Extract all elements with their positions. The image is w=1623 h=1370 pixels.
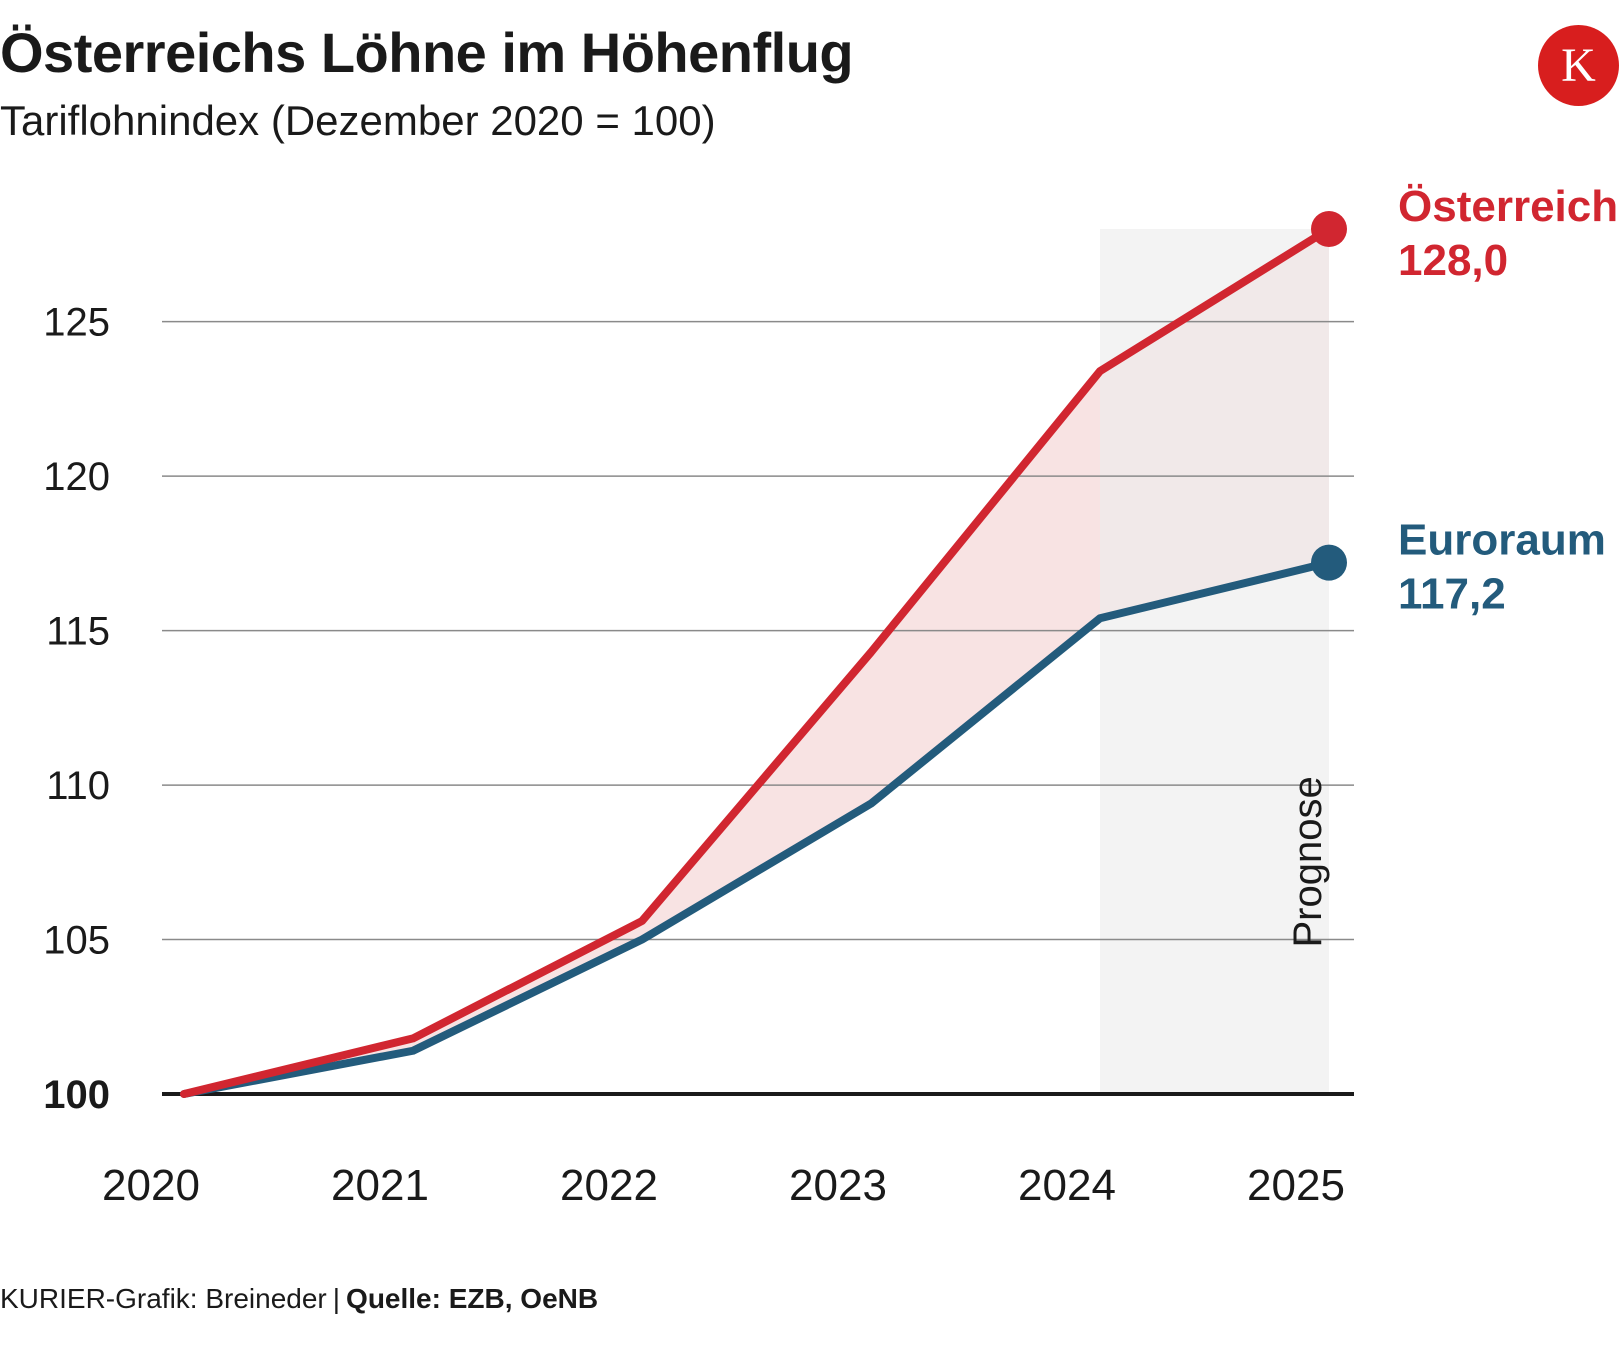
y-tick-label: 100 bbox=[43, 1073, 110, 1117]
end-marker-eurozone bbox=[1311, 544, 1347, 581]
x-tick-label: 2022 bbox=[560, 1161, 658, 1210]
footer-credit: KURIER-Grafik: Breineder bbox=[0, 1283, 327, 1314]
x-tick-label: 2024 bbox=[1018, 1161, 1116, 1210]
y-tick-label: 120 bbox=[43, 455, 110, 499]
y-tick-label: 105 bbox=[43, 919, 110, 963]
footer-separator: | bbox=[332, 1283, 341, 1314]
x-tick-label: 2025 bbox=[1247, 1161, 1345, 1210]
series-name-austria: Österreich bbox=[1398, 182, 1618, 231]
footer: KURIER-Grafik: Breineder | Quelle: EZB, Oe… bbox=[0, 1283, 598, 1315]
end-marker-austria bbox=[1311, 211, 1347, 247]
forecast-label: Prognose bbox=[1286, 776, 1330, 947]
x-tick-label: 2023 bbox=[789, 1161, 887, 1210]
series-name-eurozone: Euroraum bbox=[1398, 516, 1606, 565]
chart-title: Österreichs Löhne im Höhenflug bbox=[0, 21, 854, 84]
chart-subtitle: Tariflohnindex (Dezember 2020 = 100) bbox=[0, 97, 716, 144]
series-line-austria bbox=[180, 225, 1333, 1098]
footer-source: Quelle: EZB, OeNB bbox=[346, 1283, 599, 1314]
y-tick-label: 115 bbox=[46, 610, 110, 654]
y-tick-label: 125 bbox=[43, 301, 110, 345]
y-tick-label: 110 bbox=[46, 764, 110, 808]
series-value-austria: 128,0 bbox=[1398, 236, 1508, 285]
x-tick-label: 2021 bbox=[331, 1161, 429, 1210]
kurier-logo: K bbox=[1538, 25, 1619, 106]
series-value-eurozone: 117,2 bbox=[1398, 570, 1506, 619]
x-tick-label: 2020 bbox=[102, 1161, 200, 1210]
forecast-band bbox=[1100, 229, 1329, 1094]
series-line-eurozone bbox=[180, 558, 1333, 1098]
